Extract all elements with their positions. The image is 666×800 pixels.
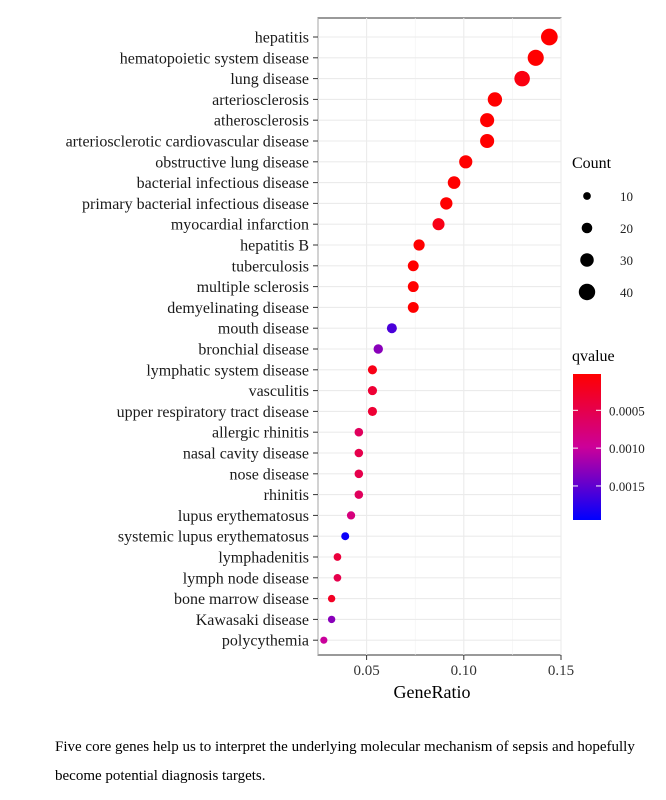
x-tick-label: 0.05 [353, 663, 379, 679]
data-point [354, 448, 364, 458]
category-label: lupus erythematosus [178, 508, 309, 525]
data-point [447, 176, 461, 189]
category-label: allergic rhinitis [212, 425, 309, 442]
data-point [487, 92, 503, 107]
x-tick-label: 0.10 [451, 663, 477, 679]
color-legend-label: 0.0010 [609, 441, 645, 456]
category-label: atherosclerosis [214, 113, 309, 130]
color-legend-ticks: 0.0005 0.0010 0.0015 [573, 403, 645, 494]
size-legend-label: 10 [620, 189, 633, 204]
category-label: multiple sclerosis [197, 279, 309, 296]
data-point [480, 113, 495, 128]
size-legend-label: 40 [620, 285, 633, 300]
category-label: myocardial infarction [171, 217, 309, 234]
category-labels: hepatitis hematopoietic system disease lun… [66, 30, 318, 650]
category-label: lung disease [230, 71, 309, 88]
category-label: lymph node disease [183, 570, 309, 587]
category-label: arteriosclerotic cardiovascular disease [66, 134, 309, 151]
data-point [367, 365, 378, 375]
data-point [333, 553, 342, 561]
color-legend-label: 0.0005 [609, 403, 645, 418]
data-point [341, 532, 350, 541]
category-label: bone marrow disease [174, 591, 309, 608]
data-point [320, 636, 328, 644]
category-label: lymphatic system disease [146, 362, 309, 379]
size-legend-key [581, 222, 593, 234]
category-label: rhinitis [264, 487, 309, 504]
category-label: lymphadenitis [218, 550, 309, 567]
data-point [407, 281, 419, 293]
data-point [354, 469, 364, 479]
data-point [459, 155, 473, 169]
category-label: Kawasaki disease [196, 612, 309, 629]
data-point [386, 323, 397, 334]
category-label: bacterial infectious disease [137, 175, 309, 192]
category-label: bronchial disease [198, 342, 309, 359]
data-point [327, 615, 336, 624]
x-tick-label: 0.15 [548, 663, 574, 679]
color-legend-label: 0.0015 [609, 479, 645, 494]
data-point [432, 218, 445, 231]
plot-panel [317, 17, 562, 656]
category-label: systemic lupus erythematosus [118, 529, 309, 546]
color-legend-title: qvalue [572, 348, 615, 365]
data-point [480, 133, 495, 149]
data-point [354, 427, 364, 437]
data-point [373, 344, 383, 354]
data-point [407, 260, 419, 272]
category-label: nasal cavity disease [183, 446, 309, 463]
category-label: primary bacterial infectious disease [82, 196, 309, 213]
size-legend-key [580, 253, 594, 267]
category-label: hepatitis [255, 30, 309, 47]
size-legend: 10 20 30 40 [578, 189, 633, 301]
dot-plot: hepatitis hematopoietic system disease lun… [66, 17, 645, 702]
size-legend-label: 30 [620, 253, 633, 268]
data-point [527, 49, 544, 66]
category-label: mouth disease [218, 321, 309, 338]
data-point [354, 490, 364, 499]
color-legend-bar [573, 374, 601, 520]
data-point [440, 197, 453, 210]
category-label: arteriosclerosis [212, 92, 309, 109]
data-point [540, 28, 558, 46]
category-label: obstructive lung disease [155, 154, 309, 171]
data-point [367, 386, 378, 396]
category-label: vasculitis [249, 383, 309, 400]
gridlines [317, 18, 562, 655]
x-axis-title: GeneRatio [394, 682, 471, 702]
data-point [327, 594, 336, 603]
data-point [514, 70, 530, 87]
data-point [367, 406, 378, 416]
x-axis-ticks: 0.05 0.10 0.15 [353, 655, 574, 679]
size-legend-label: 20 [620, 221, 633, 236]
data-points [320, 28, 558, 644]
data-point [407, 301, 419, 313]
category-label: hepatitis B [240, 238, 309, 255]
category-label: upper respiratory tract disease [117, 404, 309, 421]
category-label: hematopoietic system disease [120, 50, 309, 67]
category-label: polycythemia [222, 633, 309, 650]
data-point [413, 239, 425, 251]
size-legend-key [583, 192, 591, 200]
category-label: demyelinating disease [167, 300, 309, 317]
size-legend-title: Count [572, 155, 612, 172]
category-label: tuberculosis [232, 258, 309, 275]
figure-caption: Five core genes help us to interpret the… [55, 739, 635, 784]
data-point [346, 511, 356, 520]
data-point [333, 573, 342, 582]
category-label: nose disease [229, 466, 309, 483]
size-legend-key [578, 283, 596, 301]
